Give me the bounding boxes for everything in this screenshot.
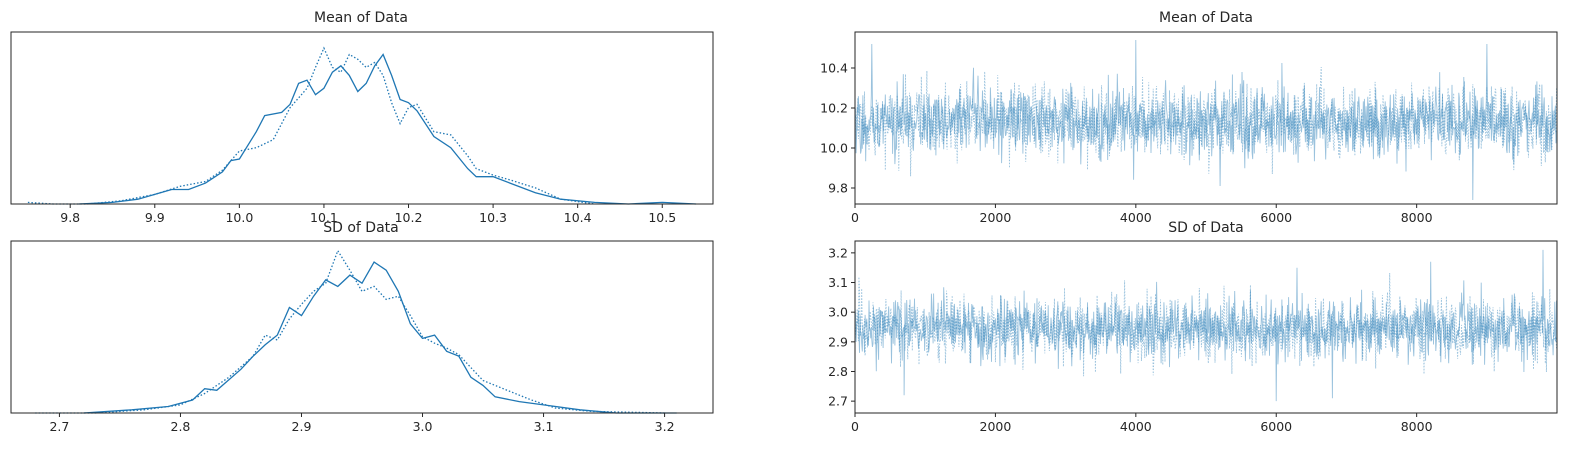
x-tick-label: 6000 xyxy=(1260,210,1292,225)
sd-trace-plot-area xyxy=(854,249,1557,402)
kde-dotted-line xyxy=(27,46,595,205)
mean-trace-x-axis: 0 2000 4000 6000 8000 xyxy=(851,204,1433,225)
x-tick-label: 4000 xyxy=(1120,419,1152,434)
x-tick-label: 10.4 xyxy=(564,210,592,225)
panel-title: Mean of Data xyxy=(314,10,408,26)
sd-kde-panel: SD of Data 2.7 2.8 2.9 3.0 3.1 3.2 xyxy=(10,220,714,434)
x-tick-label: 9.8 xyxy=(60,210,80,225)
y-tick-label: 3.2 xyxy=(828,245,848,260)
y-tick-label: 2.8 xyxy=(828,364,848,379)
x-tick-label: 9.9 xyxy=(145,210,165,225)
y-tick-label: 10.4 xyxy=(820,61,848,76)
sd-trace-panel: SD of Data 0 2000 4000 6000 8000 2.7 2.8 2.9 3.… xyxy=(828,220,1558,434)
mean-trace-panel: Mean of Data 0 2000 4000 6000 8000 9.8 10.0 10… xyxy=(820,10,1558,225)
sd-trace-x-axis: 0 2000 4000 6000 8000 xyxy=(851,413,1433,434)
y-tick-label: 3.1 xyxy=(828,275,848,290)
sd-kde-axes-frame xyxy=(10,240,714,414)
mean-kde-axes-frame xyxy=(10,31,714,205)
panel-title: Mean of Data xyxy=(1159,10,1253,26)
x-tick-label: 0 xyxy=(851,419,859,434)
mean-trace-plot-area xyxy=(854,39,1557,201)
mean-trace-y-axis: 9.8 10.0 10.2 10.4 xyxy=(820,61,855,196)
x-tick-label: 10.2 xyxy=(395,210,423,225)
y-tick-label: 9.8 xyxy=(828,181,848,196)
x-tick-label: 3.2 xyxy=(655,419,675,434)
y-tick-label: 2.7 xyxy=(828,394,848,409)
panel-title: SD of Data xyxy=(323,220,399,236)
y-tick-label: 10.0 xyxy=(820,141,848,156)
kde-dotted-line xyxy=(35,249,665,414)
y-tick-label: 10.2 xyxy=(820,101,848,116)
x-tick-label: 2000 xyxy=(980,419,1012,434)
mean-kde-panel: Mean of Data 9.8 9.9 10.0 10.1 10.2 10.3 10.4 1… xyxy=(10,10,714,225)
kde-solid-line xyxy=(83,261,677,414)
x-tick-label: 3.1 xyxy=(534,419,554,434)
x-tick-label: 2.9 xyxy=(292,419,312,434)
x-tick-label: 6000 xyxy=(1260,419,1292,434)
x-tick-label: 2.7 xyxy=(49,419,69,434)
trace-chain-1-line xyxy=(854,272,1557,377)
x-tick-label: 3.0 xyxy=(413,419,433,434)
trace-chain-0-line xyxy=(854,249,1557,402)
mean-kde-x-axis: 9.8 9.9 10.0 10.1 10.2 10.3 10.4 10.5 xyxy=(60,204,676,225)
x-tick-label: 10.1 xyxy=(310,210,338,225)
trace-chain-1-line xyxy=(854,66,1557,177)
y-tick-label: 3.0 xyxy=(828,305,848,320)
x-tick-label: 8000 xyxy=(1401,210,1433,225)
mean-kde-plot-area xyxy=(27,46,697,205)
x-tick-label: 8000 xyxy=(1401,419,1433,434)
kde-solid-line xyxy=(78,53,697,205)
panel-title: SD of Data xyxy=(1168,220,1244,236)
x-tick-label: 10.0 xyxy=(225,210,253,225)
x-tick-label: 0 xyxy=(851,210,859,225)
sd-kde-plot-area xyxy=(35,249,677,414)
sd-kde-x-axis: 2.7 2.8 2.9 3.0 3.1 3.2 xyxy=(49,413,675,434)
x-tick-label: 10.5 xyxy=(648,210,676,225)
x-tick-label: 2.8 xyxy=(171,419,191,434)
mean-trace-axes-frame xyxy=(854,31,1558,205)
trace-chain-0-line xyxy=(854,39,1557,201)
x-tick-label: 10.3 xyxy=(479,210,507,225)
x-tick-label: 2000 xyxy=(980,210,1012,225)
sd-trace-y-axis: 2.7 2.8 2.9 3.0 3.1 3.2 xyxy=(828,245,855,409)
x-tick-label: 4000 xyxy=(1120,210,1152,225)
sd-trace-axes-frame xyxy=(854,240,1558,414)
y-tick-label: 2.9 xyxy=(828,334,848,349)
